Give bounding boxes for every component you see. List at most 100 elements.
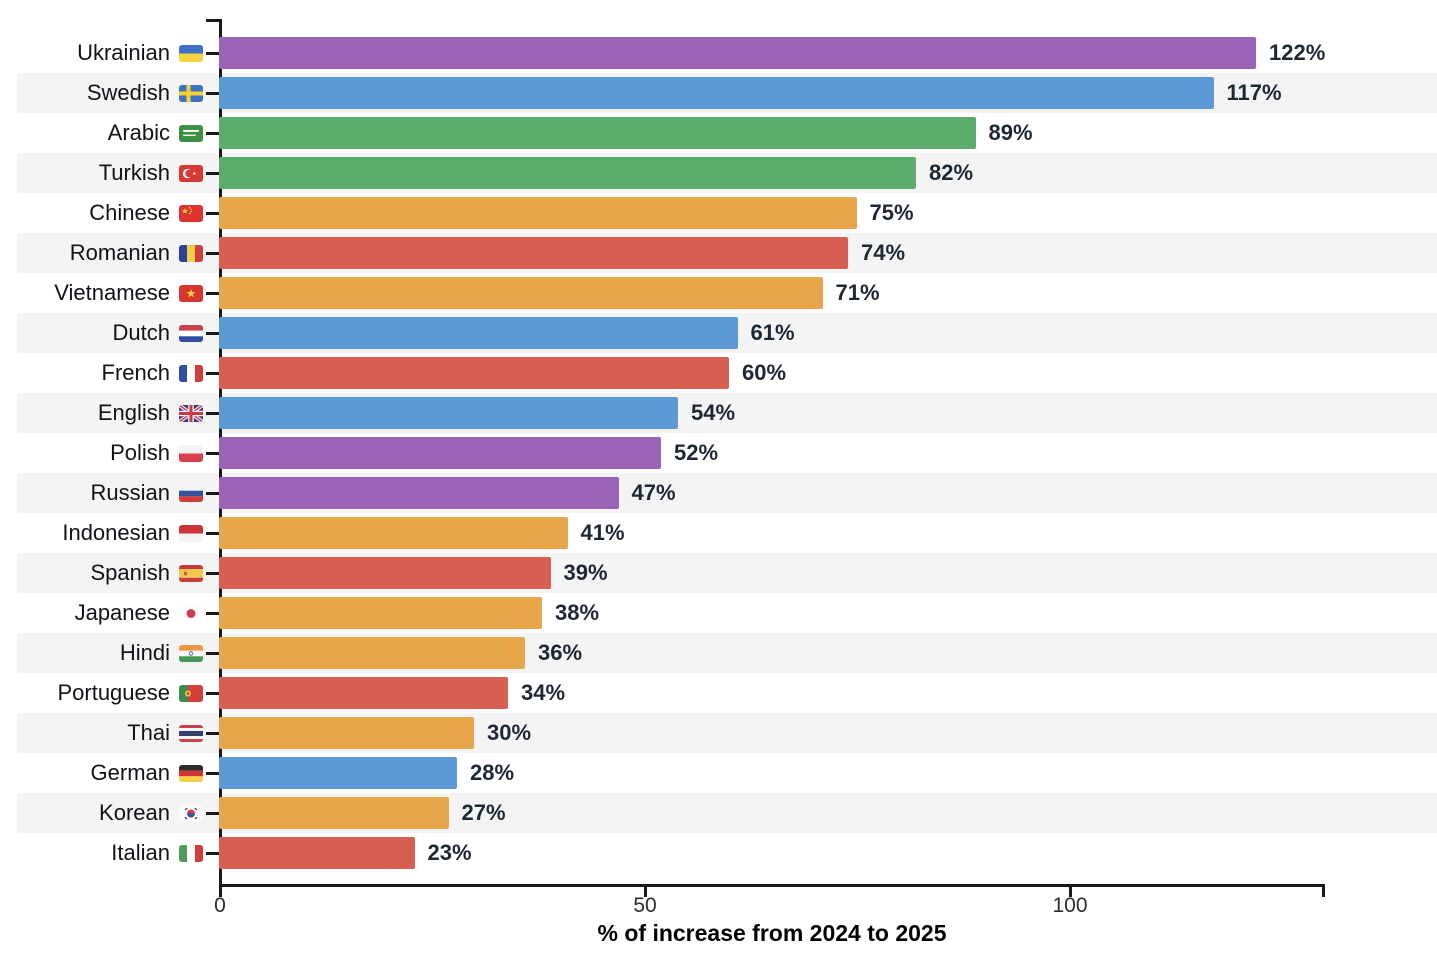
row-label-thai: Thai	[0, 713, 203, 753]
flag-netherlands-icon	[179, 324, 203, 342]
language-name: Romanian	[69, 240, 170, 265]
bar-value-label: 52%	[674, 440, 719, 465]
row-label-ukrainian: Ukrainian	[0, 33, 203, 73]
row-label-french: French	[0, 353, 203, 393]
bar-value-label: 82%	[929, 160, 974, 185]
x-axis-tick-label: 0	[214, 894, 226, 917]
y-axis-tick	[206, 411, 219, 415]
y-axis-tick	[206, 451, 219, 455]
flag-indonesia-icon	[179, 524, 203, 542]
bar-value-label: 60%	[742, 360, 787, 385]
language-name: Chinese	[89, 200, 170, 225]
language-name: English	[97, 400, 170, 425]
y-axis-tick	[206, 131, 219, 135]
y-axis-tick	[206, 651, 219, 655]
row-label-russian: Russian	[0, 473, 203, 513]
bar-turkish	[219, 157, 916, 189]
bar-romanian	[219, 237, 848, 269]
language-name: Dutch	[112, 320, 170, 345]
bar-dutch	[219, 317, 738, 349]
row-label-swedish: Swedish	[0, 73, 203, 113]
bar-russian	[219, 477, 619, 509]
bar-value-label: 34%	[521, 680, 566, 705]
bar-swedish	[219, 77, 1214, 109]
row-label-korean: Korean	[0, 793, 203, 833]
x-axis-tick	[1068, 887, 1072, 897]
bar-japanese	[219, 597, 542, 629]
row-label-japanese: Japanese	[0, 593, 203, 633]
row-label-german: German	[0, 753, 203, 793]
x-axis-tick-label: 100	[1052, 894, 1088, 917]
bar-french	[219, 357, 729, 389]
flag-sweden-icon	[179, 84, 203, 102]
bar-ukrainian	[219, 37, 1256, 69]
row-label-indonesian: Indonesian	[0, 513, 203, 553]
flag-turkey-icon	[179, 164, 203, 182]
language-name: Italian	[111, 840, 170, 865]
y-axis-tick	[206, 771, 219, 775]
bar-thai	[219, 717, 474, 749]
language-name: Turkish	[98, 160, 170, 185]
language-name: Korean	[99, 800, 170, 825]
bar-value-label: 89%	[988, 120, 1033, 145]
y-axis-tick	[206, 331, 219, 335]
bar-indonesian	[219, 517, 568, 549]
language-name: Indonesian	[62, 520, 170, 545]
language-name: Polish	[110, 440, 170, 465]
flag-ukraine-icon	[179, 44, 203, 62]
row-label-hindi: Hindi	[0, 633, 203, 673]
bar-vietnamese	[219, 277, 823, 309]
row-label-vietnamese: Vietnamese	[0, 273, 203, 313]
row-label-italian: Italian	[0, 833, 203, 873]
language-name: Arabic	[107, 120, 170, 145]
flag-france-icon	[179, 364, 203, 382]
bar-value-label: 27%	[461, 800, 506, 825]
y-axis-tick	[206, 731, 219, 735]
flag-india-icon	[179, 644, 203, 662]
y-axis-tick	[206, 91, 219, 95]
bar-value-label: 39%	[563, 560, 608, 585]
flag-vietnam-icon	[179, 284, 203, 302]
language-name: Russian	[90, 480, 170, 505]
bar-value-label: 122%	[1269, 40, 1326, 65]
bar-value-label: 117%	[1226, 80, 1282, 105]
bar-chinese	[219, 197, 857, 229]
flag-united-kingdom-icon	[179, 404, 203, 422]
y-axis-tick	[206, 811, 219, 815]
row-label-dutch: Dutch	[0, 313, 203, 353]
bar-english	[219, 397, 678, 429]
language-name: Swedish	[86, 80, 170, 105]
language-name: Ukrainian	[77, 40, 170, 65]
flag-russia-icon	[179, 484, 203, 502]
bar-arabic	[219, 117, 976, 149]
bar-value-label: 30%	[487, 720, 532, 745]
language-name: Portuguese	[57, 680, 170, 705]
x-axis-tick	[218, 887, 222, 897]
flag-poland-icon	[179, 444, 203, 462]
row-label-romanian: Romanian	[0, 233, 203, 273]
y-axis-tick	[206, 371, 219, 375]
y-axis-tick	[206, 851, 219, 855]
bar-portuguese	[219, 677, 508, 709]
language-name: German	[90, 760, 170, 785]
language-name: Spanish	[90, 560, 170, 585]
y-axis-tick	[206, 251, 219, 255]
bar-value-label: 28%	[470, 760, 515, 785]
language-name: Thai	[127, 720, 170, 745]
flag-japan-icon	[179, 604, 203, 622]
x-axis-title: % of increase from 2024 to 2025	[597, 920, 947, 946]
flag-thailand-icon	[179, 724, 203, 742]
y-axis-tick	[206, 491, 219, 495]
y-axis-tick	[206, 211, 219, 215]
bar-value-label: 61%	[750, 320, 795, 345]
flag-germany-icon	[179, 764, 203, 782]
bar-italian	[219, 837, 415, 869]
bar-german	[219, 757, 457, 789]
bar-value-label: 75%	[869, 200, 914, 225]
y-axis-tick	[206, 531, 219, 535]
row-label-english: English	[0, 393, 203, 433]
bar-value-label: 38%	[555, 600, 600, 625]
flag-china-icon	[179, 204, 203, 222]
flag-saudi-arabia-icon	[179, 124, 203, 142]
